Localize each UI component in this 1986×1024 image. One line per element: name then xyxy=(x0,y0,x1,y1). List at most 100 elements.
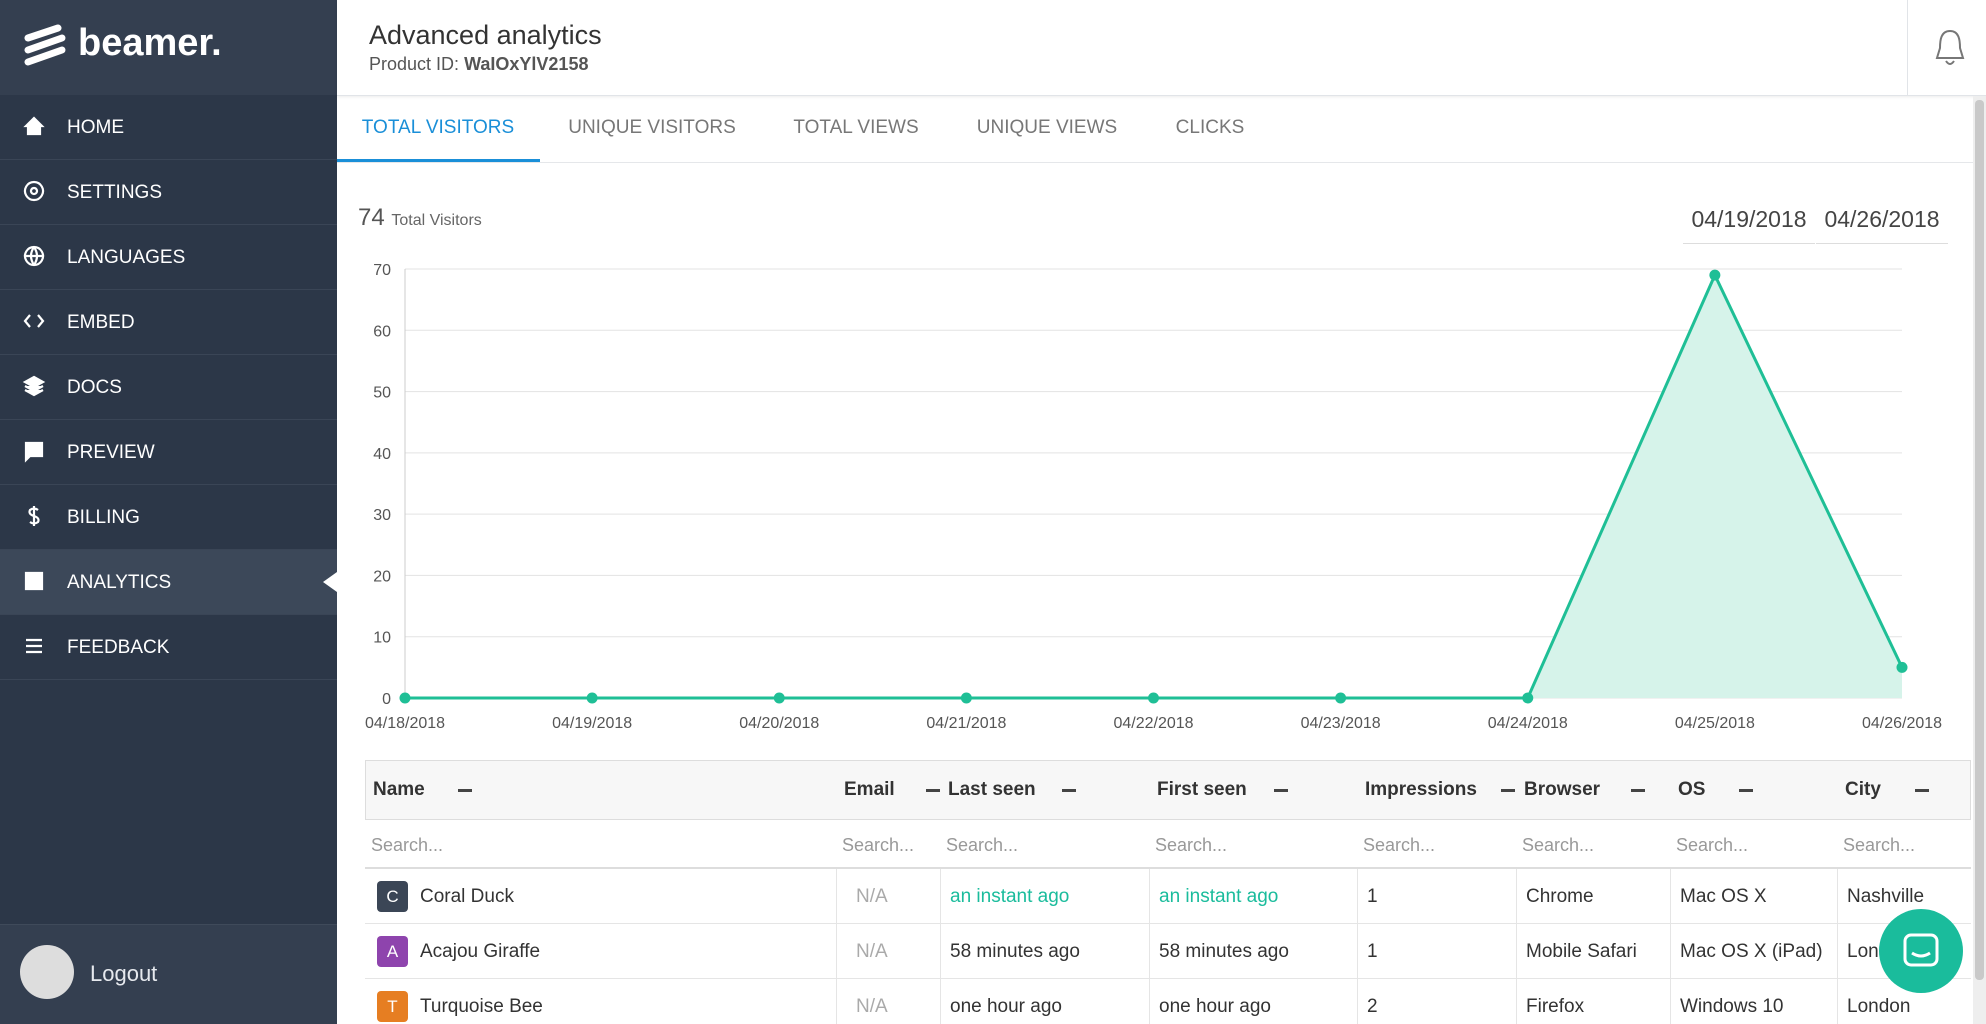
total-label: Total Visitors xyxy=(391,212,482,229)
menu-item[interactable]: LANGUAGES xyxy=(0,225,337,290)
menu-label[interactable]: DOCS xyxy=(67,377,122,398)
column-header[interactable]: First seen xyxy=(1157,779,1247,800)
logout[interactable]: Logout xyxy=(90,961,158,986)
icon-shape xyxy=(23,180,45,202)
table-cell: an instant ago xyxy=(1159,886,1279,907)
tab[interactable]: UNIQUE VISITORS xyxy=(568,117,736,138)
collapse-icon[interactable] xyxy=(1274,789,1288,792)
point xyxy=(1148,692,1159,704)
x-tick-label: 04/22/2018 xyxy=(1113,715,1193,732)
table-cell: Mac OS X xyxy=(1680,886,1767,907)
user-name[interactable]: Coral Duck xyxy=(420,886,514,907)
table-cell: Firefox xyxy=(1526,996,1585,1017)
menu-label[interactable]: SETTINGS xyxy=(67,182,163,203)
icon-shape xyxy=(26,638,42,654)
y-tick-label: 0 xyxy=(382,691,391,708)
avatar: C xyxy=(377,881,408,912)
icon-shape xyxy=(28,506,40,526)
menu-label[interactable]: FEEDBACK xyxy=(67,637,170,658)
menu-icon xyxy=(22,375,46,397)
tab-underline xyxy=(337,159,540,162)
menu-label[interactable]: ANALYTICS xyxy=(67,572,172,593)
point xyxy=(1335,692,1347,704)
table-cell: 1 xyxy=(1367,941,1378,962)
menu-icon xyxy=(23,180,45,202)
menu-icon xyxy=(23,314,45,328)
column-header[interactable]: Browser xyxy=(1524,779,1601,800)
menu-item[interactable]: ANALYTICS xyxy=(0,550,337,615)
tabs-border xyxy=(337,162,1973,163)
table-cell: one hour ago xyxy=(1159,996,1271,1017)
logout-area[interactable]: Logout xyxy=(0,924,337,1024)
icon-shape xyxy=(23,116,45,136)
active-indicator xyxy=(323,572,337,592)
tab[interactable]: TOTAL VISITORS xyxy=(361,117,515,138)
column-header[interactable]: Last seen xyxy=(948,779,1036,800)
menu-label[interactable]: HOME xyxy=(67,117,124,138)
chat-button[interactable] xyxy=(1879,909,1963,993)
search-input[interactable]: Search... xyxy=(1363,835,1436,855)
column-header[interactable]: Name xyxy=(373,779,425,800)
table-cell: N/A xyxy=(856,996,888,1017)
product-id-label: Product ID: xyxy=(369,54,460,74)
date-range[interactable]: 04/19/2018 xyxy=(1683,206,1815,244)
collapse-icon[interactable] xyxy=(1062,789,1076,792)
column-divider xyxy=(1149,869,1150,1024)
search-input[interactable]: Search... xyxy=(946,835,1019,855)
menu-item[interactable]: PREVIEW xyxy=(0,420,337,485)
table-header xyxy=(365,760,1971,820)
menu-item[interactable]: BILLING xyxy=(0,485,337,550)
tab[interactable]: CLICKS xyxy=(1175,117,1245,138)
menu-item[interactable]: DOCS xyxy=(0,355,337,420)
menu-item[interactable]: EMBED xyxy=(0,290,337,355)
table-row-border xyxy=(365,923,1971,924)
collapse-icon[interactable] xyxy=(1501,789,1515,792)
menu-icon xyxy=(23,245,45,267)
column-header[interactable]: Email xyxy=(844,779,895,800)
column-divider xyxy=(1670,869,1671,1024)
collapse-icon[interactable] xyxy=(1631,789,1645,792)
column-header[interactable]: City xyxy=(1845,779,1881,800)
user-name[interactable]: Turquoise Bee xyxy=(420,996,543,1017)
collapse-icon[interactable] xyxy=(926,789,940,792)
collapse-icon[interactable] xyxy=(1739,789,1753,792)
search-input[interactable]: Search... xyxy=(371,835,444,855)
y-tick-label: 20 xyxy=(373,568,391,585)
table-cell: an instant ago xyxy=(950,886,1070,907)
search-input[interactable]: Search... xyxy=(1843,835,1916,855)
menu-label[interactable]: EMBED xyxy=(67,312,135,333)
y-tick-label: 10 xyxy=(373,630,391,647)
user-name[interactable]: Acajou Giraffe xyxy=(420,941,541,962)
point xyxy=(1522,692,1534,704)
menu-item[interactable]: HOME xyxy=(0,95,337,160)
notifications[interactable] xyxy=(1933,28,1967,68)
column-header[interactable]: Impressions xyxy=(1365,779,1477,800)
date-range[interactable]: 04/26/2018 xyxy=(1816,206,1948,244)
tab[interactable]: TOTAL VIEWS xyxy=(793,117,919,138)
point xyxy=(1896,661,1908,673)
page-title: Advanced analytics xyxy=(369,20,602,50)
menu-item[interactable]: SETTINGS xyxy=(0,160,337,225)
search-input[interactable]: Search... xyxy=(842,835,915,855)
menu-label[interactable]: LANGUAGES xyxy=(67,247,186,268)
x-tick-label: 04/25/2018 xyxy=(1675,715,1755,732)
tab[interactable]: UNIQUE VIEWS xyxy=(976,117,1118,138)
y-tick-label: 70 xyxy=(373,262,391,279)
collapse-icon[interactable] xyxy=(1915,789,1929,792)
menu-icon xyxy=(23,116,45,136)
menu-item[interactable]: FEEDBACK xyxy=(0,615,337,680)
menu-label[interactable]: BILLING xyxy=(67,507,140,528)
y-tick-label: 50 xyxy=(373,385,391,402)
search-input[interactable]: Search... xyxy=(1522,835,1595,855)
menu-label[interactable]: PREVIEW xyxy=(67,442,155,463)
search-input[interactable]: Search... xyxy=(1676,835,1749,855)
y-tick-label: 60 xyxy=(373,323,391,340)
column-header[interactable]: OS xyxy=(1678,779,1706,800)
search-input[interactable]: Search... xyxy=(1155,835,1228,855)
product-id: Product ID: WaIOxYlV2158 xyxy=(369,54,588,75)
x-tick-label: 04/24/2018 xyxy=(1488,715,1568,732)
collapse-icon[interactable] xyxy=(458,789,472,792)
table-cell: Nashville xyxy=(1847,886,1925,907)
product-id-value: WaIOxYlV2158 xyxy=(464,54,589,74)
